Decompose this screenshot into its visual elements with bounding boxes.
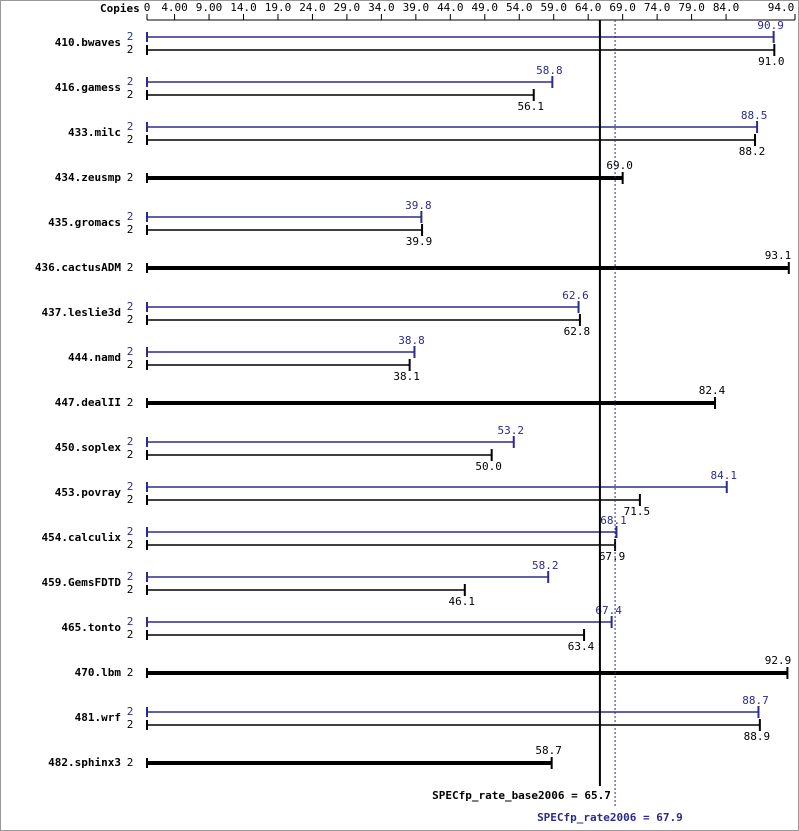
benchmark-label: 470.lbm: [75, 666, 122, 679]
copies-label: 2: [127, 756, 134, 769]
x-tick-label: 9.00: [196, 1, 223, 14]
copies-label: 2: [127, 171, 134, 184]
copies-label: 2: [127, 396, 134, 409]
benchmark-label: 447.dealII: [55, 396, 121, 409]
copies-label: 2: [127, 43, 134, 56]
benchmark-label: 434.zeusmp: [55, 171, 122, 184]
value-label: 58.7: [535, 744, 562, 757]
copies-label: 2: [127, 583, 134, 596]
reference-label: SPECfp_rate2006 = 67.9: [537, 811, 683, 824]
value-label: 71.5: [624, 505, 651, 518]
benchmark-label: 453.povray: [55, 486, 122, 499]
reference-label: SPECfp_rate_base2006 = 65.7: [432, 789, 611, 802]
value-label: 46.1: [449, 595, 476, 608]
x-tick-label: 49.0: [472, 1, 499, 14]
copies-label: 2: [127, 358, 134, 371]
value-label: 88.2: [739, 145, 766, 158]
value-label: 53.2: [497, 424, 524, 437]
benchmark-label: 410.bwaves: [55, 36, 121, 49]
value-label: 84.1: [711, 469, 738, 482]
copies-label: 2: [127, 480, 134, 493]
copies-label: 2: [127, 718, 134, 731]
copies-label: 2: [127, 525, 134, 538]
value-label: 38.8: [398, 334, 425, 347]
x-tick-label: 94.0: [768, 1, 795, 14]
copies-label: 2: [127, 435, 134, 448]
x-tick-label: 0: [144, 1, 151, 14]
x-tick-label: 69.0: [609, 1, 636, 14]
copies-label: 2: [127, 345, 134, 358]
value-label: 62.8: [564, 325, 591, 338]
benchmark-label: 436.cactusADM: [35, 261, 121, 274]
value-label: 68.1: [600, 514, 627, 527]
copies-label: 2: [127, 615, 134, 628]
copies-label: 2: [127, 88, 134, 101]
x-tick-label: 14.0: [230, 1, 257, 14]
value-label: 91.0: [758, 55, 785, 68]
copies-label: 2: [127, 448, 134, 461]
x-tick-label: 44.0: [437, 1, 464, 14]
benchmark-label: 435.gromacs: [48, 216, 121, 229]
x-tick-label: 74.0: [644, 1, 671, 14]
value-label: 88.5: [741, 109, 768, 122]
benchmark-label: 454.calculix: [42, 531, 122, 544]
x-tick-label: 39.0: [403, 1, 430, 14]
copies-label: 2: [127, 538, 134, 551]
value-label: 39.9: [406, 235, 433, 248]
value-label: 92.9: [765, 654, 792, 667]
x-tick-label: 19.0: [265, 1, 292, 14]
copies-label: 2: [127, 261, 134, 274]
value-label: 88.9: [744, 730, 771, 743]
benchmark-label: 416.gamess: [55, 81, 121, 94]
x-tick-label: 4.00: [161, 1, 188, 14]
benchmark-label: 482.sphinx3: [48, 756, 121, 769]
value-label: 67.9: [599, 550, 626, 563]
copies-label: 2: [127, 705, 134, 718]
value-label: 69.0: [606, 159, 633, 172]
value-label: 38.1: [393, 370, 420, 383]
value-label: 50.0: [475, 460, 502, 473]
x-tick-label: 54.0: [506, 1, 533, 14]
benchmark-label: 444.namd: [68, 351, 121, 364]
x-tick-label: 59.0: [540, 1, 567, 14]
value-label: 82.4: [699, 384, 726, 397]
copies-label: 2: [127, 210, 134, 223]
benchmark-label: 459.GemsFDTD: [42, 576, 122, 589]
value-label: 90.9: [757, 19, 784, 32]
value-label: 63.4: [568, 640, 595, 653]
value-label: 39.8: [405, 199, 432, 212]
value-label: 62.6: [562, 289, 589, 302]
benchmark-label: 437.leslie3d: [42, 306, 121, 319]
copies-label: 2: [127, 628, 134, 641]
value-label: 58.2: [532, 559, 559, 572]
x-tick-label: 34.0: [368, 1, 395, 14]
benchmark-label: 481.wrf: [75, 711, 121, 724]
x-tick-label: 64.0: [575, 1, 602, 14]
benchmark-label: 450.soplex: [55, 441, 122, 454]
copies-label: 2: [127, 570, 134, 583]
copies-label: 2: [127, 666, 134, 679]
value-label: 93.1: [765, 249, 792, 262]
x-tick-label: 29.0: [334, 1, 361, 14]
axis-label: Copies: [100, 2, 140, 15]
copies-label: 2: [127, 493, 134, 506]
value-label: 58.8: [536, 64, 563, 77]
copies-label: 2: [127, 300, 134, 313]
copies-label: 2: [127, 223, 134, 236]
x-tick-label: 79.0: [678, 1, 705, 14]
x-tick-label: 84.0: [713, 1, 740, 14]
value-label: 88.7: [742, 694, 769, 707]
copies-label: 2: [127, 75, 134, 88]
copies-label: 2: [127, 120, 134, 133]
benchmark-label: 465.tonto: [61, 621, 121, 634]
copies-label: 2: [127, 30, 134, 43]
value-label: 56.1: [517, 100, 544, 113]
copies-label: 2: [127, 133, 134, 146]
x-tick-label: 24.0: [299, 1, 326, 14]
benchmark-label: 433.milc: [68, 126, 121, 139]
copies-label: 2: [127, 313, 134, 326]
